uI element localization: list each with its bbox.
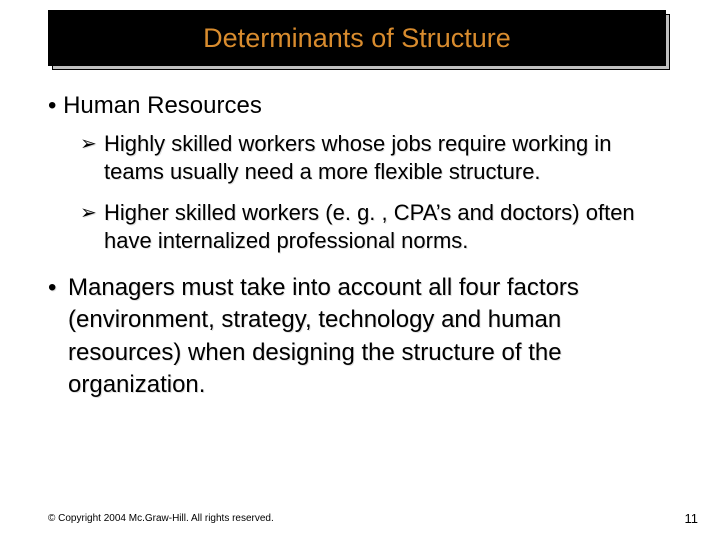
lower-bullet: • Managers must take into account all fo… [48,272,672,402]
arrow-icon: ➢ [80,132,97,157]
page-number: 11 [685,511,699,526]
title-box: Determinants of Structure [48,10,666,66]
top-bullet: • Human Resources [48,92,672,120]
bullet-marker: • [48,92,56,119]
content-area: • Human Resources ➢ Highly skilled worke… [48,92,672,402]
sub-bullet: ➢ Higher skilled workers (e. g. , CPA’s … [80,199,672,254]
sub-bullet-text: Highly skilled workers whose jobs requir… [104,131,611,184]
sub-bullet-list: ➢ Highly skilled workers whose jobs requ… [80,130,672,254]
sub-bullet: ➢ Highly skilled workers whose jobs requ… [80,130,672,185]
slide-title: Determinants of Structure [203,23,511,54]
sub-bullet-text: Higher skilled workers (e. g. , CPA’s an… [104,200,635,253]
copyright-text: © Copyright 2004 Mc.Graw-Hill. All right… [48,513,274,524]
top-bullet-text: Human Resources [63,92,262,119]
lower-bullet-text: Managers must take into account all four… [68,274,579,398]
slide: Determinants of Structure • Human Resour… [0,0,720,540]
arrow-icon: ➢ [80,201,97,226]
bullet-marker: • [48,272,56,304]
